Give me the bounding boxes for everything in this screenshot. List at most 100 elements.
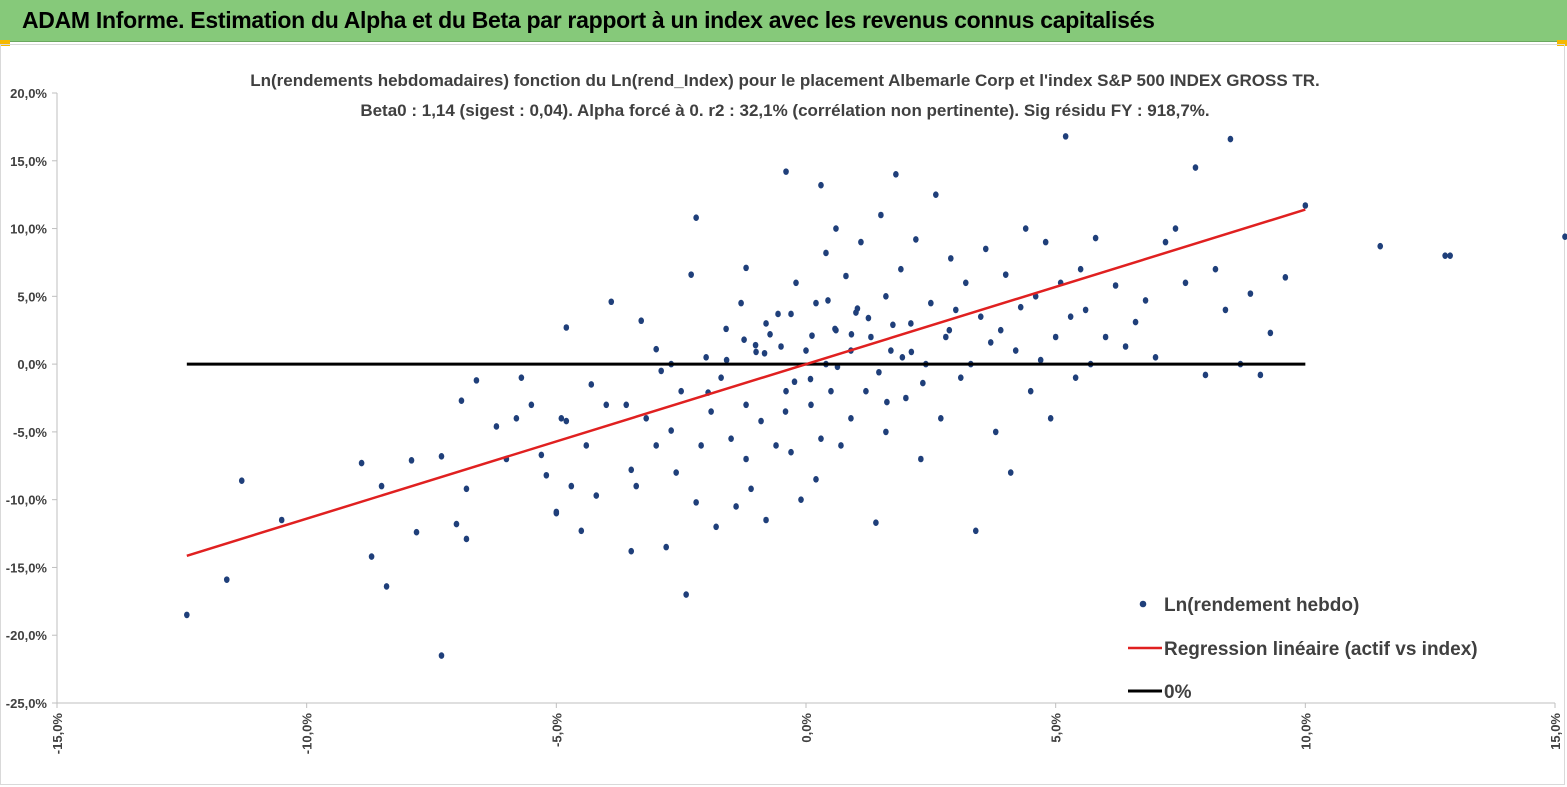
data-point: [463, 535, 470, 543]
data-point: [893, 171, 899, 178]
data-point: [1007, 469, 1014, 476]
data-point: [673, 469, 679, 476]
y-tick-label: -10,0%: [6, 493, 48, 508]
y-tick-label: 15,0%: [10, 154, 47, 169]
data-point: [733, 503, 739, 510]
data-point: [278, 516, 285, 524]
data-point: [458, 397, 465, 405]
data-point: [813, 476, 819, 483]
data-point: [843, 272, 849, 280]
data-point: [713, 523, 719, 531]
data-point: [899, 354, 906, 361]
data-point: [782, 408, 789, 415]
data-point: [828, 387, 834, 395]
data-point: [884, 398, 890, 406]
data-point: [1162, 238, 1169, 246]
data-point: [972, 527, 979, 535]
data-point: [463, 485, 470, 493]
legend-label-points: Ln(rendement hebdo): [1164, 595, 1359, 616]
data-point: [1302, 202, 1309, 209]
data-point: [848, 415, 854, 422]
data-point: [1017, 303, 1024, 311]
data-point: [693, 499, 699, 506]
data-point: [833, 225, 839, 232]
data-point: [1062, 133, 1069, 140]
data-point: [1082, 306, 1089, 314]
data-point: [763, 516, 769, 524]
data-point: [873, 519, 879, 527]
data-point: [633, 482, 640, 490]
data-point: [698, 442, 704, 449]
y-tick-label: 5,0%: [17, 289, 47, 304]
data-point: [623, 401, 630, 409]
data-point: [473, 377, 480, 384]
data-point: [688, 271, 694, 278]
data-point: [668, 427, 674, 434]
data-point: [1257, 371, 1264, 379]
data-point: [807, 375, 814, 383]
data-point: [1447, 252, 1453, 259]
report-banner: ADAM Informe. Estimation du Alpha et du …: [0, 0, 1567, 42]
data-point: [798, 496, 804, 503]
data-point: [653, 442, 659, 449]
data-point: [1172, 225, 1179, 232]
data-point: [933, 191, 939, 198]
chart-title: Ln(rendements hebdomadaires) fonction du…: [225, 66, 1345, 126]
data-point: [1002, 271, 1009, 278]
data-point: [643, 415, 650, 422]
data-point: [803, 347, 809, 354]
data-point: [578, 527, 585, 535]
data-point: [992, 428, 999, 436]
data-point: [788, 310, 794, 318]
scatter-points: [184, 133, 1567, 659]
data-point: [758, 417, 764, 425]
data-point: [908, 320, 914, 327]
data-point: [683, 591, 689, 598]
data-point: [883, 428, 889, 436]
data-point: [453, 520, 460, 528]
data-point: [513, 415, 520, 422]
x-tick-label: -5,0%: [549, 713, 564, 747]
regression-line: [186, 208, 1306, 557]
data-point: [678, 387, 684, 395]
data-point: [1192, 164, 1199, 171]
data-point: [903, 394, 909, 402]
data-point: [898, 265, 904, 273]
data-point: [1012, 347, 1019, 354]
data-point: [1037, 356, 1044, 364]
data-point: [982, 245, 989, 253]
chart-axes: 20,0% 15,0% 10,0% 5,0% 0,0% -5,0% -10,0% -15,0%…: [6, 86, 1563, 754]
data-point: [703, 354, 709, 361]
data-point: [493, 423, 500, 430]
data-point: [518, 374, 525, 381]
y-tick-label: 0,0%: [17, 357, 47, 372]
data-point: [962, 279, 969, 287]
data-point: [1042, 238, 1049, 246]
y-tick-label: 10,0%: [10, 222, 47, 237]
data-point: [708, 408, 714, 415]
data-point: [1022, 225, 1029, 232]
data-point: [663, 543, 669, 551]
data-point: [876, 368, 882, 376]
data-point: [868, 333, 874, 341]
data-point: [528, 401, 535, 409]
y-tick-label: 20,0%: [10, 86, 47, 101]
data-point: [413, 528, 420, 536]
data-point: [763, 320, 769, 327]
data-point: [825, 297, 831, 304]
y-tick-label: -15,0%: [6, 560, 48, 575]
data-point: [628, 547, 635, 555]
data-point: [793, 279, 799, 287]
data-point: [838, 442, 844, 449]
data-point: [783, 168, 789, 175]
data-point: [913, 236, 919, 243]
data-point: [383, 583, 390, 590]
x-tick-label: 10,0%: [1298, 713, 1313, 750]
report-title: ADAM Informe. Estimation du Alpha et du …: [22, 7, 1155, 33]
data-point: [1222, 306, 1229, 314]
data-point: [438, 652, 445, 659]
data-point: [778, 343, 784, 350]
data-point: [977, 313, 984, 320]
data-point: [1027, 387, 1034, 395]
